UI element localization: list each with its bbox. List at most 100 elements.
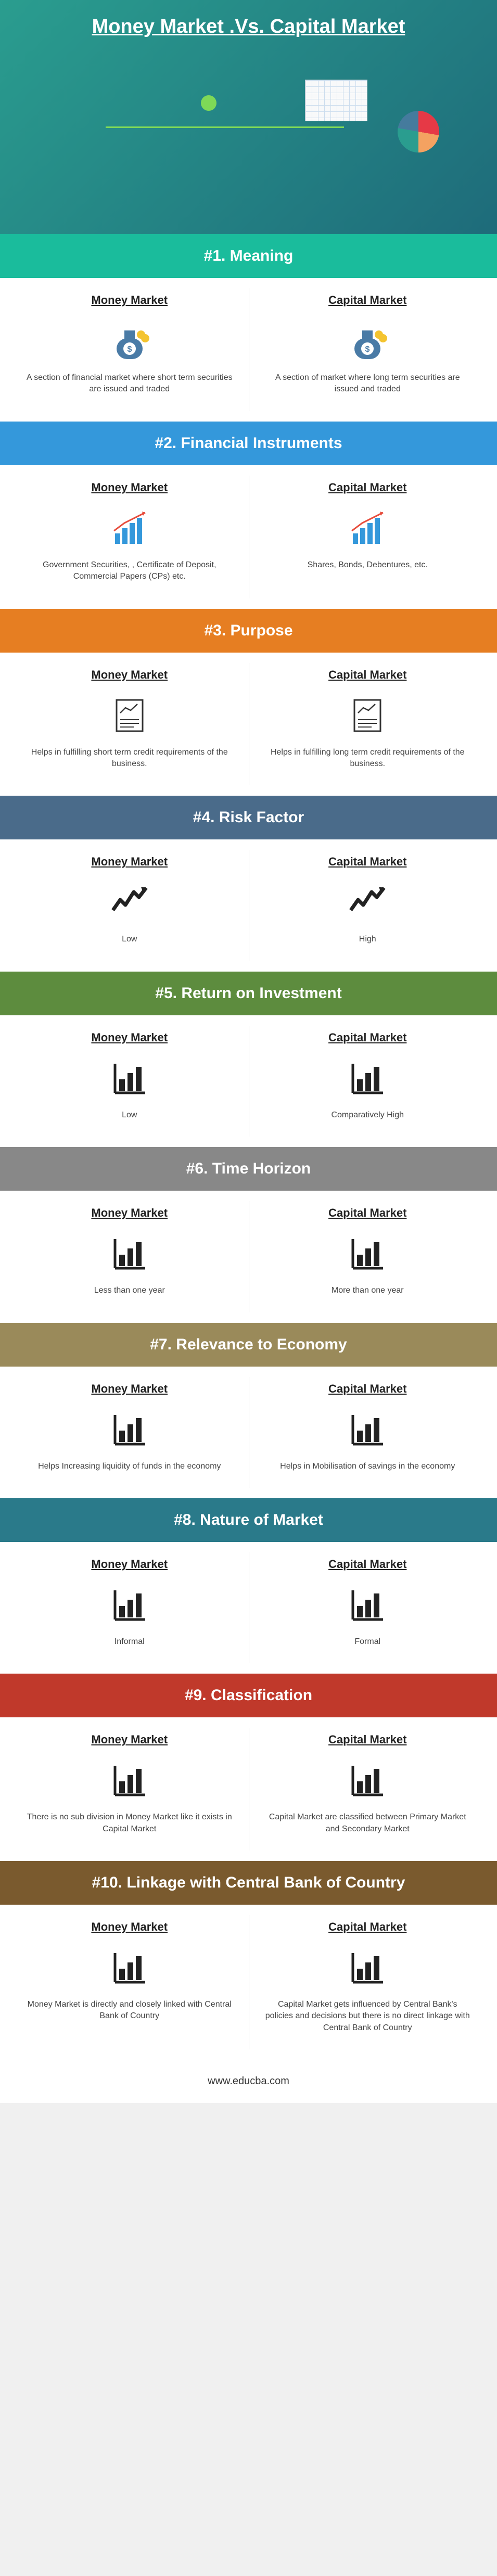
column-description: Formal xyxy=(264,1636,471,1648)
comparison-column-right: Capital Market Helps in Mobilisation of s… xyxy=(249,1382,487,1472)
comparison-column-right: Capital MarketFormal xyxy=(249,1558,487,1648)
column-title: Money Market xyxy=(26,481,233,494)
column-description: Helps in fulfilling short term credit re… xyxy=(26,747,233,770)
column-description: Less than one year xyxy=(26,1285,233,1296)
column-title: Capital Market xyxy=(264,1382,471,1396)
comparison-column-right: Capital Market High xyxy=(249,855,487,945)
section-body: Money Market Government Securities, , Cer… xyxy=(0,465,497,609)
bars-icon xyxy=(26,1944,233,1991)
column-title: Money Market xyxy=(26,1031,233,1044)
comparison-column-right: Capital Market More than one year xyxy=(249,1206,487,1296)
column-title: Money Market xyxy=(26,1206,233,1220)
comparison-column-left: Money Market Government Securities, , Cer… xyxy=(10,481,249,583)
bars-icon xyxy=(264,1582,471,1628)
comparison-column-left: Money Market Money Market is directly and… xyxy=(10,1920,249,2034)
bars-icon xyxy=(26,1055,233,1102)
column-description: Capital Market are classified between Pr… xyxy=(264,1812,471,1835)
hero-arrow-point xyxy=(201,95,216,111)
comparison-column-right: Capital Market Shares, Bonds, Debentures,… xyxy=(249,481,487,583)
column-description: Helps in Mobilisation of savings in the … xyxy=(264,1461,471,1472)
section-header: #4. Risk Factor xyxy=(0,796,497,839)
section-body: Money MarketHelps in fulfilling short te… xyxy=(0,653,497,796)
comparison-column-right: Capital Market Helps in fulfilling long t… xyxy=(249,668,487,770)
bars-up-icon xyxy=(26,505,233,552)
bars-icon xyxy=(26,1230,233,1277)
column-title: Money Market xyxy=(26,1382,233,1396)
bars-icon xyxy=(264,1757,471,1804)
section-body: Money Market Less than one year Capital Ma… xyxy=(0,1191,497,1322)
column-title: Capital Market xyxy=(264,668,471,682)
column-description: Government Securities, , Certificate of … xyxy=(26,559,233,583)
section-body: Money Market Low Capital Market Comparative… xyxy=(0,1015,497,1147)
comparison-column-right: Capital Market A section of market where … xyxy=(249,294,487,396)
column-title: Capital Market xyxy=(264,1206,471,1220)
comparison-column-left: Money Market Informal xyxy=(10,1558,249,1648)
bars-up-icon xyxy=(264,505,471,552)
comparison-column-right: Capital Market Capital Market gets influe… xyxy=(249,1920,487,2034)
money-bag-icon xyxy=(26,317,233,364)
column-description: Shares, Bonds, Debentures, etc. xyxy=(264,559,471,571)
column-title: Capital Market xyxy=(264,1920,471,1934)
column-description: Helps in fulfilling long term credit req… xyxy=(264,747,471,770)
column-description: More than one year xyxy=(264,1285,471,1296)
column-title: Money Market xyxy=(26,855,233,869)
section-header: #8. Nature of Market xyxy=(0,1498,497,1542)
column-description: A section of financial market where shor… xyxy=(26,372,233,396)
section-header: #5. Return on Investment xyxy=(0,972,497,1015)
zigzag-icon xyxy=(26,879,233,926)
comparison-column-left: Money Market Low xyxy=(10,1031,249,1121)
column-description: Helps Increasing liquidity of funds in t… xyxy=(26,1461,233,1472)
money-bag-icon xyxy=(264,317,471,364)
column-title: Money Market xyxy=(26,1558,233,1571)
bars-icon xyxy=(264,1055,471,1102)
column-description: High xyxy=(264,934,471,945)
section-header: #7. Relevance to Economy xyxy=(0,1323,497,1367)
column-description: Comparatively High xyxy=(264,1110,471,1121)
section-header: #1. Meaning xyxy=(0,234,497,278)
zigzag-icon xyxy=(264,879,471,926)
comparison-column-left: Money Market Less than one year xyxy=(10,1206,249,1296)
column-title: Capital Market xyxy=(264,1031,471,1044)
section-body: Money Market Money Market is directly and… xyxy=(0,1905,497,2060)
section-body: Money Market Helps Increasing liquidity o… xyxy=(0,1367,497,1498)
column-description: A section of market where long term secu… xyxy=(264,372,471,396)
header: Money Market .Vs. Capital Market xyxy=(0,0,497,234)
column-title: Money Market xyxy=(26,294,233,307)
column-title: Money Market xyxy=(26,1733,233,1746)
column-title: Capital Market xyxy=(264,294,471,307)
column-description: Low xyxy=(26,1110,233,1121)
doc-chart-icon xyxy=(26,692,233,739)
bars-icon xyxy=(264,1406,471,1453)
bars-icon xyxy=(264,1230,471,1277)
comparison-column-left: Money Market A section of financial marke… xyxy=(10,294,249,396)
section-header: #2. Financial Instruments xyxy=(0,422,497,465)
comparison-column-left: Money MarketHelps in fulfilling short te… xyxy=(10,668,249,770)
hero-arrow-line xyxy=(106,126,344,128)
section-header: #9. Classification xyxy=(0,1674,497,1717)
section-body: Money MarketThere is no sub division in … xyxy=(0,1717,497,1861)
footer-url: www.educba.com xyxy=(0,2060,497,2103)
column-description: Informal xyxy=(26,1636,233,1648)
section-body: Money Market Low Capital Market High xyxy=(0,839,497,971)
column-title: Money Market xyxy=(26,1920,233,1934)
comparison-column-right: Capital Market Comparatively High xyxy=(249,1031,487,1121)
column-description: Money Market is directly and closely lin… xyxy=(26,1999,233,2022)
column-title: Capital Market xyxy=(264,1733,471,1746)
section-body: Money Market A section of financial marke… xyxy=(0,278,497,422)
column-title: Capital Market xyxy=(264,481,471,494)
doc-chart-icon xyxy=(264,692,471,739)
section-body: Money Market Informal Capital MarketFormal xyxy=(0,1542,497,1674)
section-header: #10. Linkage with Central Bank of Countr… xyxy=(0,1861,497,1905)
bars-icon xyxy=(26,1757,233,1804)
bars-icon xyxy=(26,1582,233,1628)
bars-icon xyxy=(26,1406,233,1453)
sections-list: #1. Meaning Money Market A section of fina… xyxy=(0,234,497,2060)
comparison-column-left: Money MarketThere is no sub division in … xyxy=(10,1733,249,1835)
page-title: Money Market .Vs. Capital Market xyxy=(10,16,487,38)
column-description: Capital Market gets influenced by Centra… xyxy=(264,1999,471,2034)
section-header: #3. Purpose xyxy=(0,609,497,653)
column-description: Low xyxy=(26,934,233,945)
infographic-container: Money Market .Vs. Capital Market #1. Mea… xyxy=(0,0,497,2103)
column-title: Capital Market xyxy=(264,855,471,869)
comparison-column-left: Money Market Low xyxy=(10,855,249,945)
